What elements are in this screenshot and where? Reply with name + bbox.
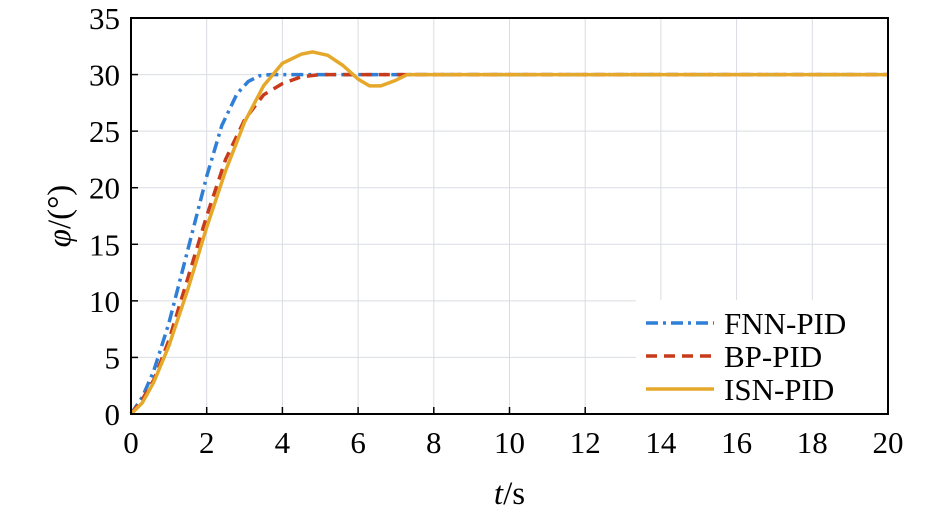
x-tick-label: 12 — [570, 425, 601, 460]
x-axis-label: t/s — [494, 476, 525, 512]
y-axis-unit: /(°) — [42, 185, 78, 229]
y-tick-label: 30 — [89, 58, 120, 93]
legend-label: BP-PID — [724, 339, 822, 374]
x-tick-label: 2 — [199, 425, 215, 460]
x-tick-label: 10 — [494, 425, 525, 460]
legend-background — [636, 300, 887, 413]
x-tick-label: 20 — [873, 425, 904, 460]
series-lines — [129, 50, 888, 416]
series-line-isn-pid — [129, 50, 888, 416]
x-axis-unit: /s — [503, 476, 525, 512]
tick-labels: 0 2 4 6 8 10 12 14 16 18 20 0 5 10 15 20 25 30 35 — [89, 1, 904, 460]
x-tick-label: 8 — [426, 425, 442, 460]
legend-label: ISN-PID — [724, 372, 834, 407]
x-tick-label: 4 — [275, 425, 291, 460]
x-tick-label: 18 — [797, 425, 828, 460]
y-tick-label: 0 — [105, 397, 121, 432]
y-tick-label: 25 — [89, 114, 120, 149]
y-tick-label: 10 — [89, 284, 120, 319]
y-tick-label: 5 — [105, 340, 121, 375]
y-axis-label: φ/(°) — [42, 185, 78, 248]
y-tick-label: 20 — [89, 171, 120, 206]
y-tick-label: 15 — [89, 227, 120, 262]
y-axis-symbol: φ — [42, 229, 78, 247]
x-tick-label: 14 — [645, 425, 677, 460]
y-tick-label: 35 — [89, 1, 120, 36]
x-tick-label: 16 — [721, 425, 752, 460]
x-tick-label: 6 — [350, 425, 366, 460]
x-tick-label: 0 — [123, 425, 139, 460]
legend-label: FNN-PID — [724, 306, 846, 341]
x-axis-symbol: t — [494, 476, 504, 512]
